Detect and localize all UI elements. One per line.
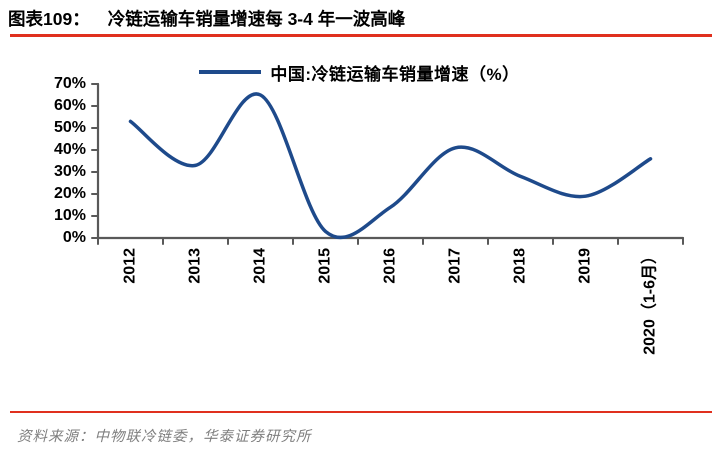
y-axis-label: 30%	[53, 163, 86, 180]
y-axis-label: 10%	[53, 207, 86, 224]
legend-series-label: 中国:冷链运输车销量增速（%）	[270, 64, 520, 84]
figure-number-label: 图表109：	[8, 9, 90, 29]
chart-legend: 中国:冷链运输车销量增速（%）	[0, 60, 719, 84]
y-axis-label: 0%	[62, 229, 86, 246]
y-axis-label: 40%	[53, 141, 86, 158]
footer-rule	[10, 411, 712, 413]
figure-header: 图表109： 冷链运输车销量增速每 3-4 年一波高峰	[8, 6, 405, 31]
legend-line-marker	[199, 70, 262, 74]
source-note: 资料来源：中物联冷链委，华泰证券研究所	[17, 429, 312, 445]
y-axis-label: 70%	[53, 75, 86, 92]
title-underline-rule	[10, 34, 712, 37]
y-axis-label: 20%	[53, 185, 86, 202]
y-axis-label: 60%	[53, 97, 86, 114]
figure-title: 冷链运输车销量增速每 3-4 年一波高峰	[107, 9, 406, 29]
y-axis-label: 50%	[53, 119, 86, 136]
